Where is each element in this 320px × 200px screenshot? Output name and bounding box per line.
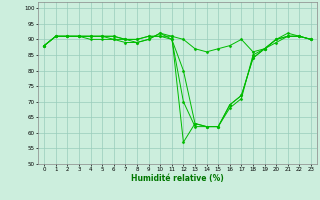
X-axis label: Humidité relative (%): Humidité relative (%): [131, 174, 224, 183]
